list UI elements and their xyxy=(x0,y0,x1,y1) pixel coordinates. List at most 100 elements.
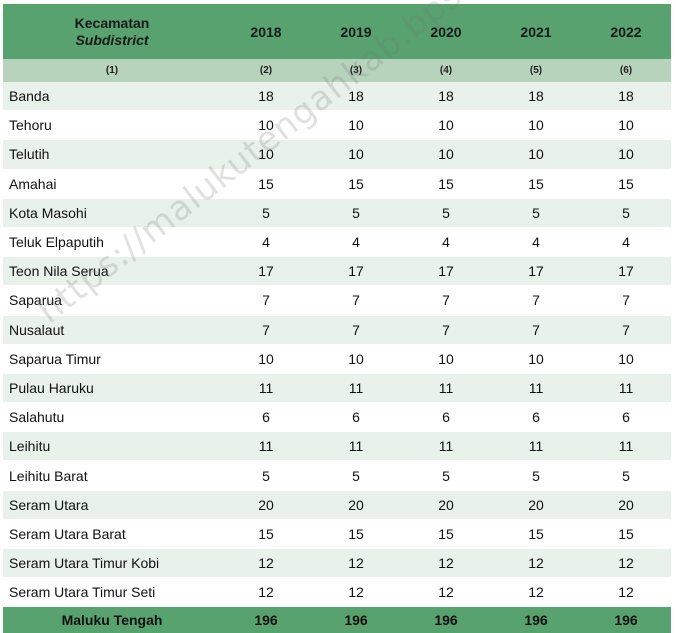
table-cell: 11 xyxy=(401,431,491,462)
table-cell: 7 xyxy=(491,285,581,316)
table-cell: 10 xyxy=(221,110,311,141)
table-cell: 10 xyxy=(401,344,491,374)
table-cell: 20 xyxy=(311,490,401,520)
table-row: Salahutu 6 6 6 6 6 xyxy=(3,402,671,433)
table-cell: 20 xyxy=(401,490,491,520)
table-cell: 18 xyxy=(491,82,581,112)
column-number: (3) xyxy=(311,59,401,82)
table-cell: 5 xyxy=(401,460,491,491)
table-cell: 20 xyxy=(581,490,671,520)
table-row: Teluk Elpaputih 4 4 4 4 4 xyxy=(3,227,671,258)
table-cell: 5 xyxy=(491,198,581,228)
table-cell: 17 xyxy=(401,256,491,287)
table-row: Banda 18 18 18 18 18 xyxy=(3,82,671,112)
year-header: 2021 xyxy=(491,4,581,59)
table-row: Nusalaut 7 7 7 7 7 xyxy=(3,315,671,345)
total-value: 196 xyxy=(311,606,401,633)
table-cell: 6 xyxy=(581,402,671,433)
table-cell: 12 xyxy=(401,577,491,608)
table-cell: 12 xyxy=(311,577,401,608)
table-cell: 12 xyxy=(581,548,671,579)
table-cell: 15 xyxy=(401,169,491,199)
table-cell: 10 xyxy=(581,139,671,170)
table-cell: 18 xyxy=(401,82,491,112)
table-body: Banda 18 18 18 18 18 Tehoru 10 10 10 10 10 Telutih 10… xyxy=(3,82,671,608)
total-label: Maluku Tengah xyxy=(3,606,221,633)
table-cell: 7 xyxy=(401,285,491,316)
table-cell: 15 xyxy=(311,519,401,550)
table-cell: 12 xyxy=(491,577,581,608)
table-cell: 6 xyxy=(401,402,491,433)
table-cell: 10 xyxy=(221,344,311,374)
table-cell: 15 xyxy=(581,519,671,550)
subdistrict-name: Seram Utara xyxy=(3,490,221,520)
table-cell: 17 xyxy=(491,256,581,287)
subdistrict-name: Leihitu Barat xyxy=(3,460,221,491)
table-cell: 15 xyxy=(491,519,581,550)
subdistrict-name: Kota Masohi xyxy=(3,198,221,228)
subdistrict-name: Teon Nila Serua xyxy=(3,256,221,287)
table-cell: 11 xyxy=(311,373,401,404)
subdistrict-name: Banda xyxy=(3,82,221,112)
table-cell: 15 xyxy=(401,519,491,550)
table-cell: 5 xyxy=(221,460,311,491)
year-header: 2022 xyxy=(581,4,671,59)
subdistrict-name: Saparua Timur xyxy=(3,344,221,374)
year-header: 2019 xyxy=(311,4,401,59)
subdistrict-name: Salahutu xyxy=(3,402,221,433)
column-number: (4) xyxy=(401,59,491,82)
table-cell: 12 xyxy=(221,577,311,608)
table-cell: 10 xyxy=(311,110,401,141)
table-cell: 18 xyxy=(581,82,671,112)
table-row: Teon Nila Serua 17 17 17 17 17 xyxy=(3,256,671,287)
column-number: (1) xyxy=(3,59,221,82)
table-cell: 6 xyxy=(221,402,311,433)
table-cell: 17 xyxy=(581,256,671,287)
table-cell: 7 xyxy=(221,315,311,345)
table-cell: 12 xyxy=(491,548,581,579)
table-row: Seram Utara Timur Kobi 12 12 12 12 12 xyxy=(3,548,671,579)
table-row: Saparua 7 7 7 7 7 xyxy=(3,285,671,316)
table-cell: 10 xyxy=(221,139,311,170)
table-cell: 10 xyxy=(491,344,581,374)
table-row: Leihitu 11 11 11 11 11 xyxy=(3,431,671,462)
table-cell: 17 xyxy=(311,256,401,287)
table-cell: 10 xyxy=(491,110,581,141)
table-container: Kecamatan Subdistrict 2018 2019 2020 202… xyxy=(3,4,671,633)
table-row: Tehoru 10 10 10 10 10 xyxy=(3,110,671,141)
table-cell: 7 xyxy=(581,315,671,345)
table-cell: 20 xyxy=(221,490,311,520)
table-cell: 5 xyxy=(581,460,671,491)
table-row: Telutih 10 10 10 10 10 xyxy=(3,139,671,170)
table-cell: 10 xyxy=(581,110,671,141)
table-row: Leihitu Barat 5 5 5 5 5 xyxy=(3,460,671,491)
table-cell: 10 xyxy=(491,139,581,170)
subdistrict-name: Seram Utara Timur Kobi xyxy=(3,548,221,579)
table-cell: 10 xyxy=(401,110,491,141)
table-row: Pulau Haruku 11 11 11 11 11 xyxy=(3,373,671,404)
table-cell: 18 xyxy=(311,82,401,112)
table-cell: 11 xyxy=(221,431,311,462)
table-cell: 10 xyxy=(581,344,671,374)
table-row: Kota Masohi 5 5 5 5 5 xyxy=(3,198,671,228)
subdistrict-name: Tehoru xyxy=(3,110,221,141)
table-cell: 7 xyxy=(311,315,401,345)
table-cell: 10 xyxy=(311,344,401,374)
subdistrict-header-id: Kecamatan xyxy=(74,14,150,31)
total-value: 196 xyxy=(221,606,311,633)
subdistrict-name: Teluk Elpaputih xyxy=(3,227,221,258)
table-cell: 5 xyxy=(491,460,581,491)
total-value: 196 xyxy=(491,606,581,633)
subdistrict-header: Kecamatan Subdistrict xyxy=(3,4,221,59)
table-cell: 4 xyxy=(581,227,671,258)
table-cell: 6 xyxy=(311,402,401,433)
subdistrict-header-en: Subdistrict xyxy=(75,31,149,48)
subdistrict-table: Kecamatan Subdistrict 2018 2019 2020 202… xyxy=(3,4,671,633)
table-cell: 11 xyxy=(221,373,311,404)
table-cell: 15 xyxy=(221,519,311,550)
table-cell: 5 xyxy=(221,198,311,228)
table-cell: 12 xyxy=(311,548,401,579)
header-row: Kecamatan Subdistrict 2018 2019 2020 202… xyxy=(3,4,671,59)
table-cell: 5 xyxy=(311,198,401,228)
table-cell: 11 xyxy=(401,373,491,404)
